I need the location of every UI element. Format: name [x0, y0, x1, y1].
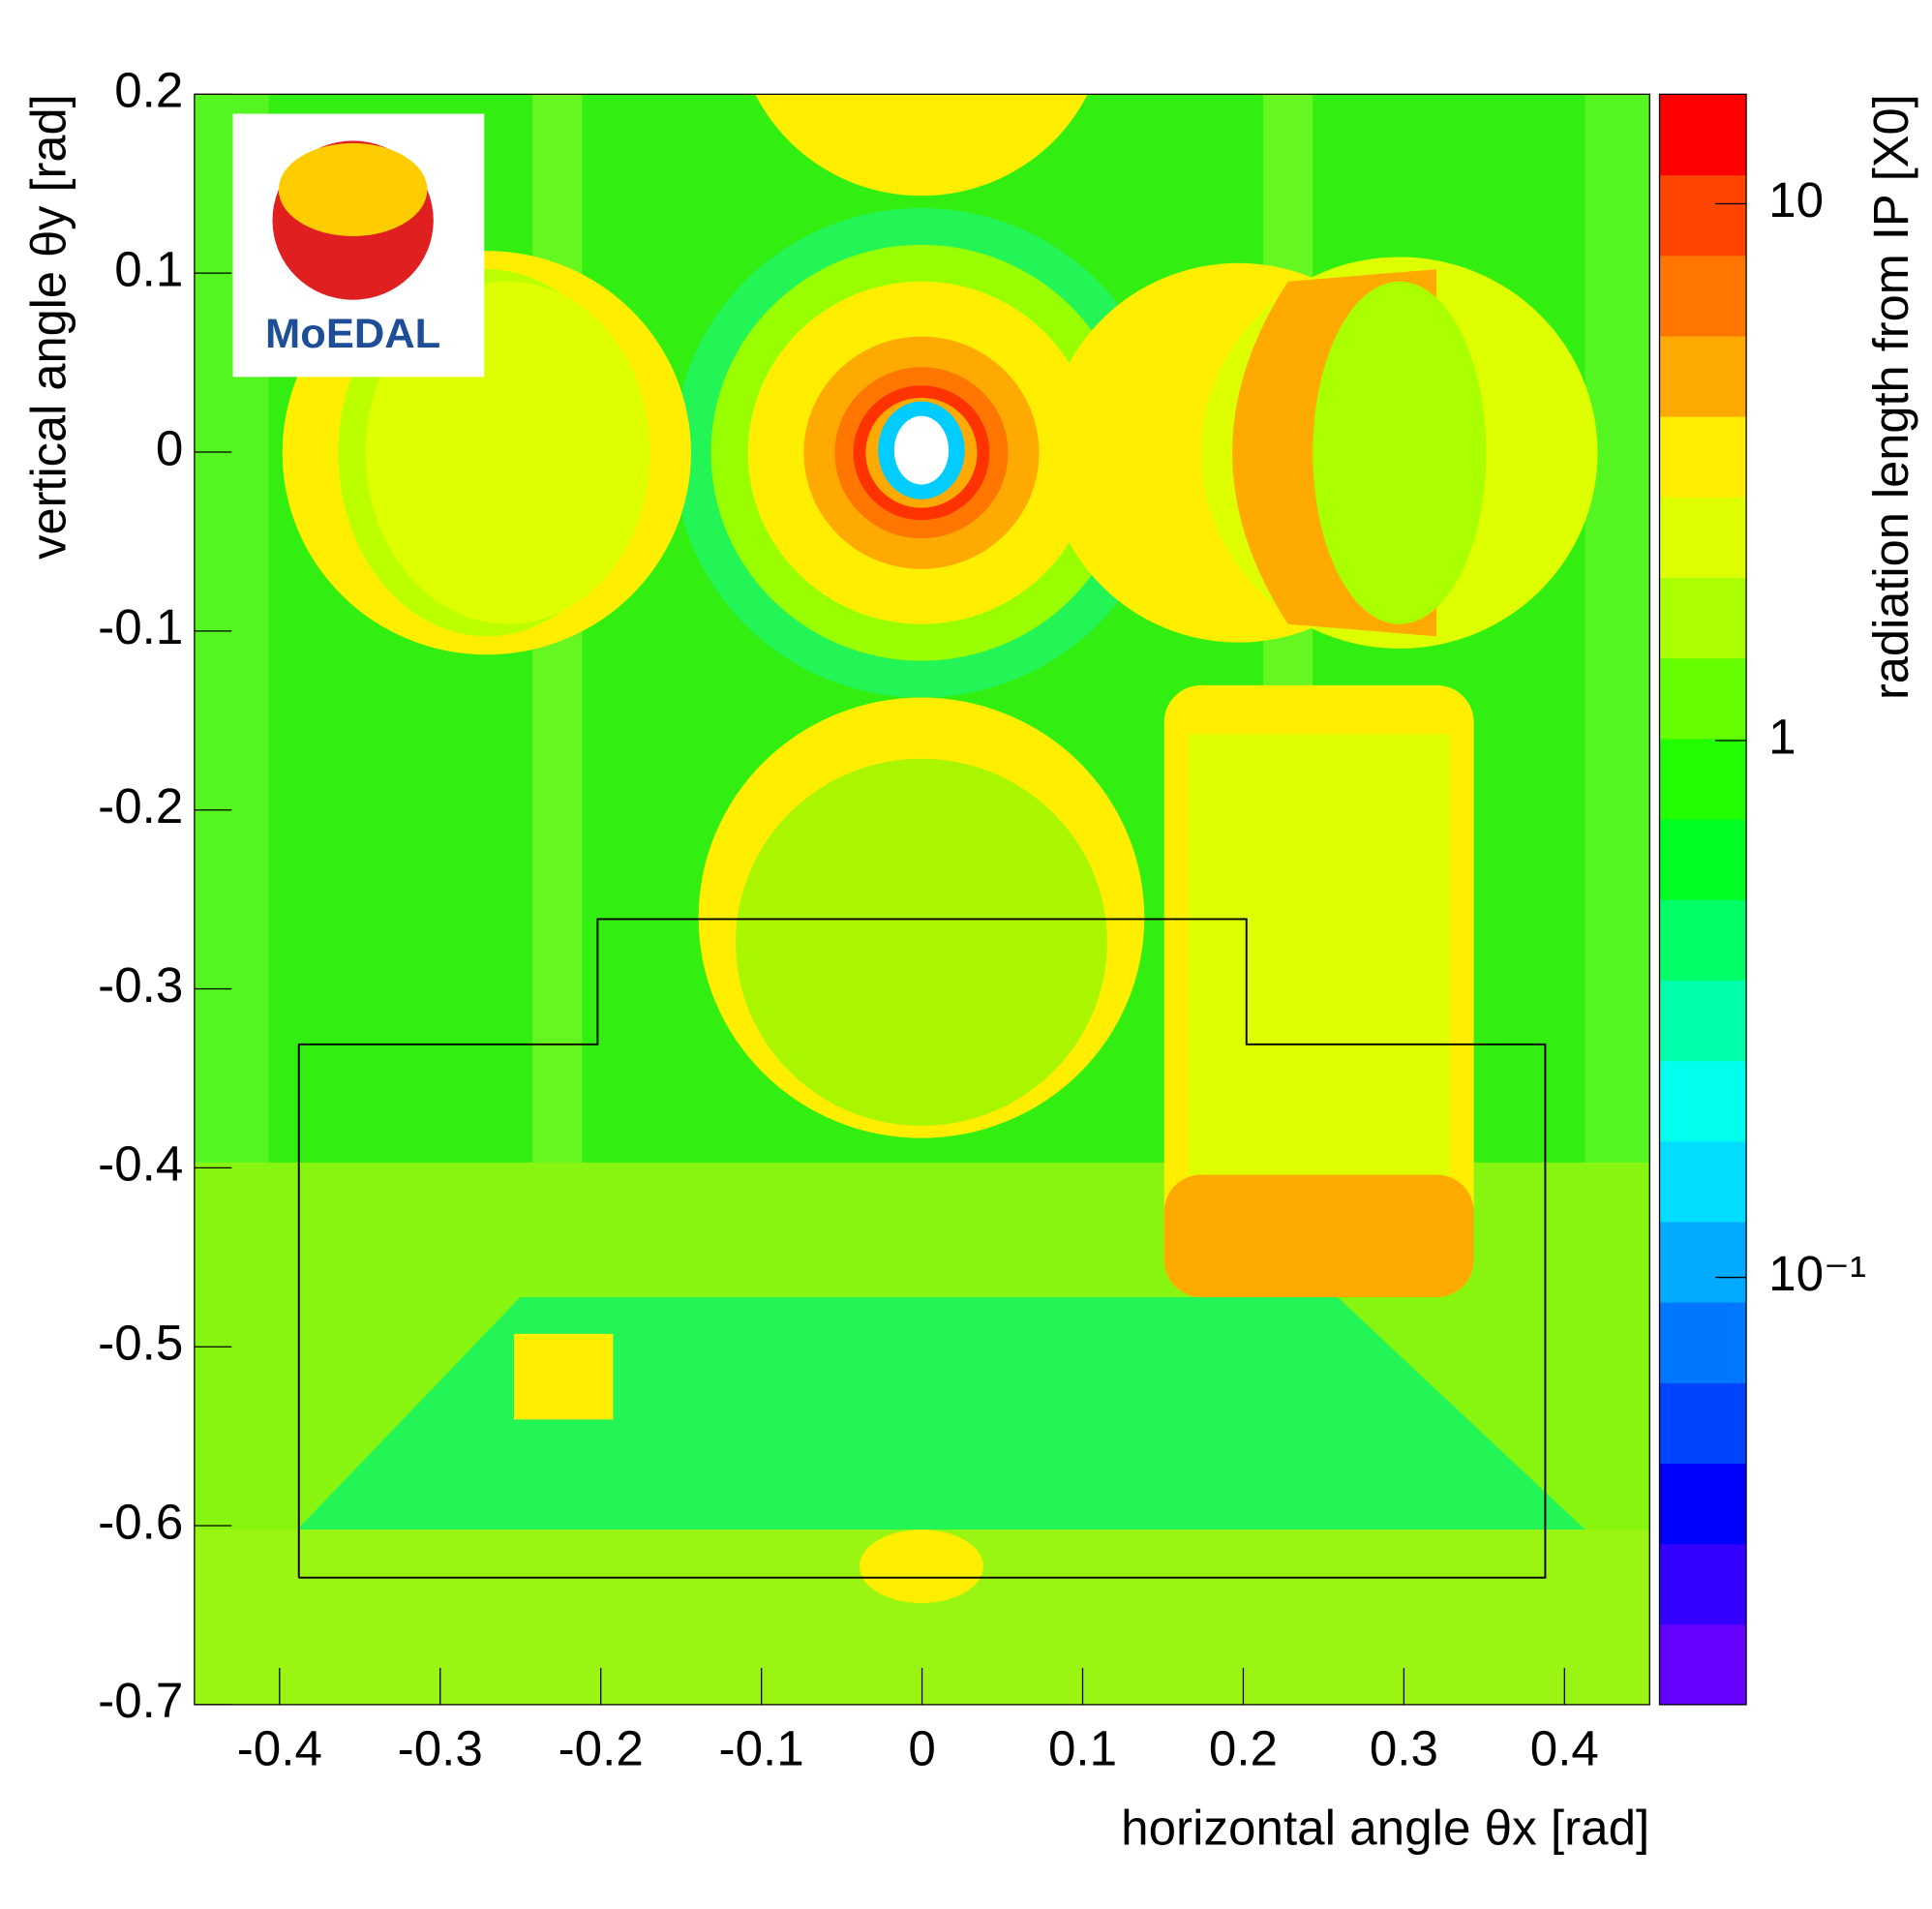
x-tick-label: -0.1 — [719, 1721, 804, 1776]
y-tick-label: -0.2 — [98, 778, 183, 833]
y-tick-label: -0.5 — [98, 1316, 183, 1371]
colorbar-band — [1659, 255, 1747, 337]
colorbar-frame — [1658, 93, 1747, 1706]
x-tick-label: -0.4 — [237, 1721, 322, 1776]
colorbar-band — [1659, 738, 1747, 820]
heatmap-image — [194, 94, 1650, 1705]
colorbar-band — [1659, 657, 1747, 740]
colorbar-band — [1659, 899, 1747, 981]
colorbar-band — [1659, 1543, 1747, 1625]
x-axis-title: horizontal angle θx [rad] — [1121, 1801, 1649, 1856]
logo: MoEDAL — [232, 113, 485, 378]
logo-text: MoEDAL — [265, 311, 440, 357]
colorbar-band — [1659, 335, 1747, 417]
x-tick-label: -0.3 — [398, 1721, 483, 1776]
colorbar-band — [1659, 1302, 1747, 1383]
y-tick-label: -0.7 — [98, 1674, 183, 1729]
y-tick-label: 0.1 — [114, 242, 183, 297]
colorbar-band — [1659, 1140, 1747, 1223]
colorbar-band — [1659, 416, 1747, 498]
x-tick-label: 0.3 — [1370, 1721, 1438, 1776]
colorbar-band — [1659, 1623, 1747, 1706]
colorbar-band — [1659, 818, 1747, 900]
colorbar-band — [1659, 497, 1747, 579]
y-tick-label: -0.4 — [98, 1136, 183, 1192]
x-tick-label: -0.2 — [558, 1721, 644, 1776]
colorbar-band — [1659, 1060, 1747, 1142]
colorbar-band — [1659, 1463, 1747, 1545]
x-tick-label: 0.1 — [1048, 1721, 1117, 1776]
colorbar-band — [1659, 1382, 1747, 1464]
x-tick-label: 0 — [908, 1721, 935, 1776]
colorbar-tick-label: 10⁻¹ — [1768, 1246, 1866, 1301]
y-tick-label: 0 — [156, 421, 183, 476]
y-tick-label: 0.2 — [114, 63, 183, 118]
colorbar-band — [1659, 94, 1747, 176]
colorbar-band — [1659, 980, 1747, 1062]
colorbar-tick-label: 10 — [1768, 172, 1824, 227]
colorbar-band — [1659, 1221, 1747, 1303]
y-tick-label: -0.1 — [98, 599, 183, 654]
x-tick-label: 0.4 — [1530, 1721, 1599, 1776]
y-tick-label: -0.3 — [98, 957, 183, 1013]
y-axis-title: vertical angle θy [rad] — [20, 94, 75, 559]
colorbar-tick-label: 1 — [1768, 710, 1796, 765]
y-tick-label: -0.6 — [98, 1495, 183, 1550]
colorbar-band — [1659, 577, 1747, 659]
acceptance-outline — [297, 918, 1547, 1579]
colorbar-title: radiation length from IP [X0] — [1863, 94, 1918, 700]
x-tick-label: 0.2 — [1209, 1721, 1278, 1776]
colorbar-band — [1659, 174, 1747, 257]
